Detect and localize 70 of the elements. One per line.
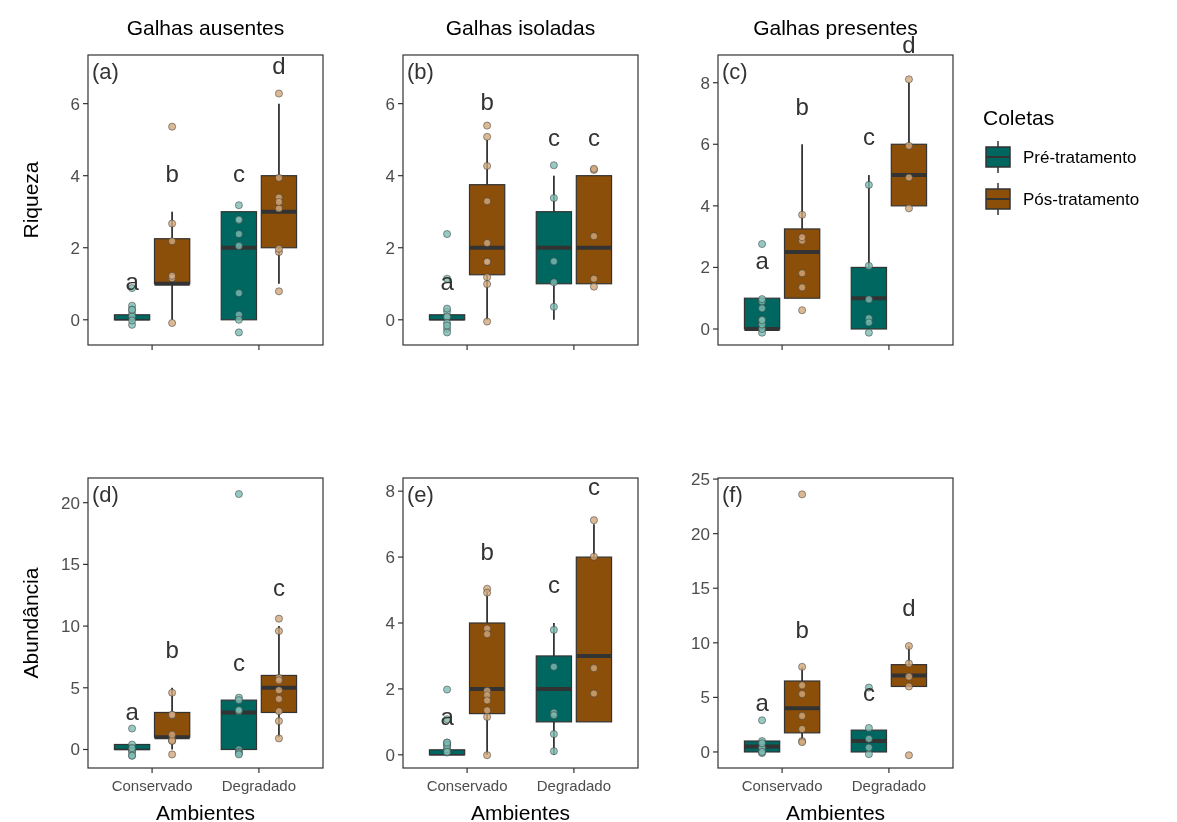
annotation: a xyxy=(125,697,140,725)
annotation: c xyxy=(862,123,875,151)
x-tick-label: Degradado xyxy=(851,777,927,794)
y-tick-label: 0 xyxy=(700,319,710,339)
y-tick-label: 20 xyxy=(61,493,80,513)
x-tick-label: Conservado xyxy=(741,777,823,794)
annotation: (a) xyxy=(92,59,119,84)
y-tick-label: 0 xyxy=(700,742,710,762)
legend-label: Pré-tratamento xyxy=(1023,147,1137,167)
annotation: a xyxy=(755,246,770,274)
chart-title: Galhas isoladas xyxy=(445,16,596,39)
annotation: (d) xyxy=(92,482,119,507)
annotation: c xyxy=(547,571,560,599)
annotation: (b) xyxy=(407,59,434,84)
annotation: a xyxy=(755,689,770,717)
y-tick-label: 10 xyxy=(61,617,80,637)
annotation: d xyxy=(902,594,916,622)
x-axis-title: Ambientes xyxy=(470,801,571,822)
x-tick-label: Degradado xyxy=(221,777,297,794)
annotation: c xyxy=(232,160,245,188)
y-tick-label: 6 xyxy=(385,548,395,568)
y-tick-label: 6 xyxy=(70,94,80,114)
annotation: c xyxy=(587,124,600,152)
annotation: b xyxy=(165,160,179,188)
annotation: (c) xyxy=(722,59,748,84)
y-tick-label: 6 xyxy=(385,94,395,114)
annotation: c xyxy=(587,472,600,500)
y-tick-label: 8 xyxy=(385,482,395,502)
y-tick-label: 2 xyxy=(700,258,710,278)
y-axis-title: Riqueza xyxy=(19,161,42,239)
y-tick-label: 2 xyxy=(385,238,395,258)
y-tick-label: 25 xyxy=(691,470,710,490)
y-tick-label: 6 xyxy=(700,135,710,155)
annotation: b xyxy=(165,636,179,664)
y-tick-label: 0 xyxy=(70,310,80,330)
y-tick-label: 4 xyxy=(385,613,395,633)
y-tick-label: 10 xyxy=(691,633,710,653)
annotation: d xyxy=(272,52,286,80)
y-tick-label: 15 xyxy=(691,579,710,599)
y-axis-title: Abundância xyxy=(19,567,42,679)
x-tick-label: Conservado xyxy=(426,777,508,794)
y-tick-label: 4 xyxy=(70,166,80,186)
y-tick-label: 5 xyxy=(700,688,710,708)
x-axis-title: Ambientes xyxy=(155,801,256,822)
annotation: b xyxy=(480,88,494,116)
y-tick-label: 2 xyxy=(385,679,395,699)
y-tick-label: 0 xyxy=(385,310,395,330)
annotation: c xyxy=(232,648,245,676)
y-tick-label: 5 xyxy=(70,678,80,698)
annotation: b xyxy=(480,538,494,566)
y-tick-label: 15 xyxy=(61,555,80,575)
x-tick-label: Degradado xyxy=(536,777,612,794)
legend-label: Pós-tratamento xyxy=(1023,189,1140,209)
y-tick-label: 20 xyxy=(691,524,710,544)
y-tick-label: 4 xyxy=(700,196,710,216)
annotation: c xyxy=(272,574,285,602)
x-tick-label: Conservado xyxy=(111,777,193,794)
chart-title: Galhas ausentes xyxy=(126,16,285,39)
y-tick-label: 0 xyxy=(70,740,80,760)
annotation: c xyxy=(547,124,560,152)
annotation: (e) xyxy=(407,482,434,507)
annotation: b xyxy=(795,615,809,643)
x-axis-title: Ambientes xyxy=(785,801,886,822)
y-tick-label: 8 xyxy=(700,73,710,93)
y-tick-label: 2 xyxy=(70,238,80,258)
y-tick-label: 4 xyxy=(385,166,395,186)
annotation: b xyxy=(795,92,809,120)
legend-title: Coletas xyxy=(983,106,1055,129)
annotation: (f) xyxy=(722,482,743,507)
y-tick-label: 0 xyxy=(385,745,395,765)
